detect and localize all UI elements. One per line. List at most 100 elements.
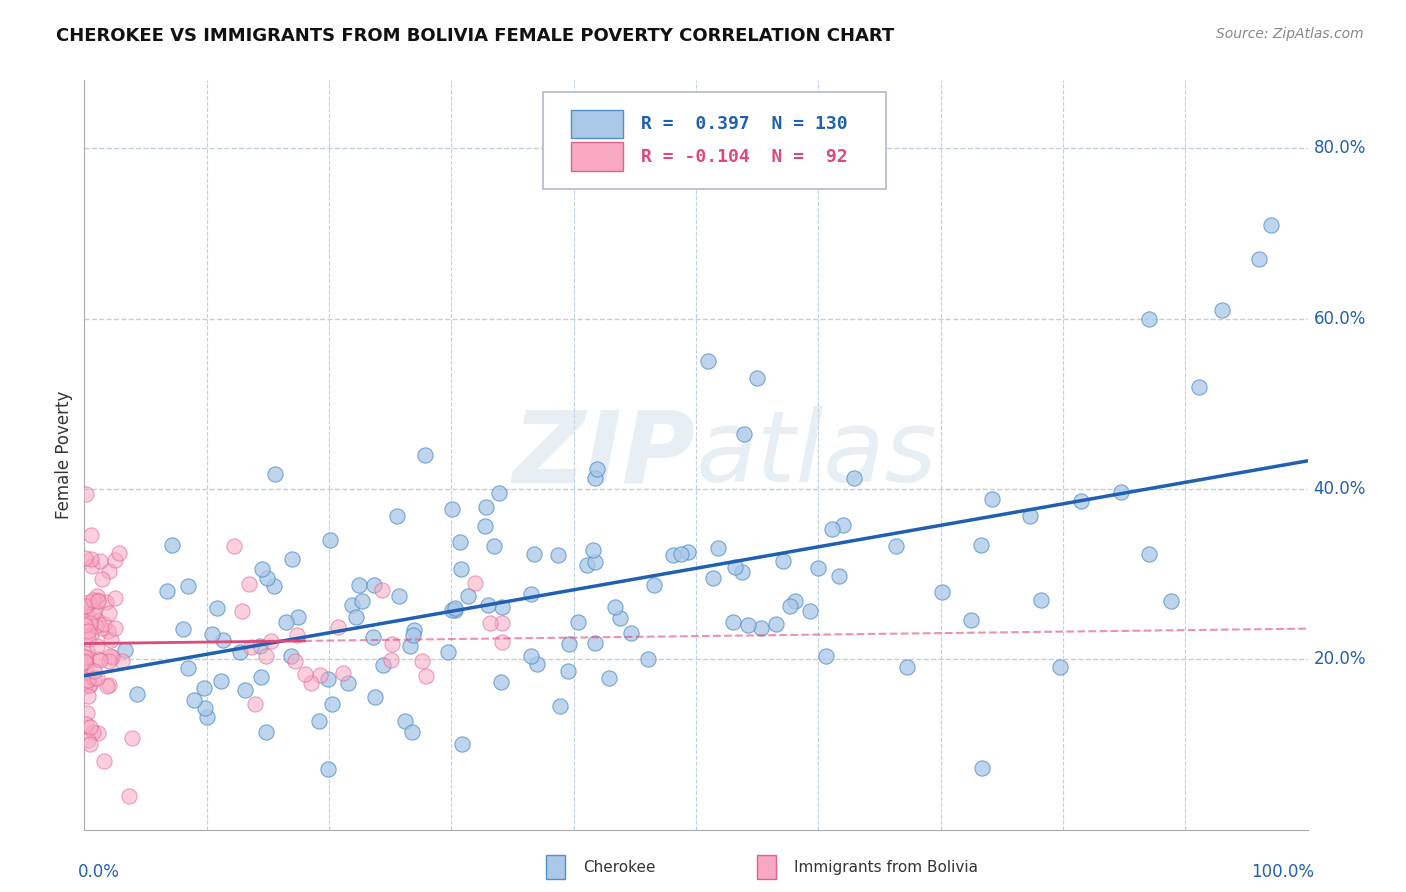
Point bbox=[371, 658, 394, 673]
Text: 100.0%: 100.0% bbox=[1251, 863, 1313, 881]
Point bbox=[284, 655, 307, 669]
Point bbox=[1109, 485, 1132, 500]
Point bbox=[970, 761, 993, 775]
Point bbox=[821, 522, 844, 536]
Bar bbox=[571, 110, 623, 138]
Point bbox=[229, 645, 252, 659]
Point bbox=[100, 650, 122, 665]
Point bbox=[231, 604, 253, 618]
Point bbox=[1019, 509, 1042, 524]
Point bbox=[177, 579, 200, 593]
Point bbox=[363, 577, 385, 591]
Point bbox=[733, 427, 755, 442]
Point bbox=[82, 725, 104, 739]
Point bbox=[222, 539, 245, 553]
Point bbox=[104, 553, 127, 567]
Text: R = -0.104  N =  92: R = -0.104 N = 92 bbox=[641, 148, 848, 166]
Point bbox=[609, 610, 631, 624]
Point bbox=[970, 538, 993, 552]
Point bbox=[960, 613, 983, 627]
Point bbox=[702, 571, 724, 585]
Point bbox=[97, 654, 120, 668]
Point bbox=[598, 671, 620, 685]
Point bbox=[252, 562, 274, 576]
Point bbox=[1211, 303, 1233, 318]
Point bbox=[83, 672, 105, 686]
Point bbox=[662, 549, 685, 563]
Point bbox=[254, 725, 277, 739]
Point bbox=[583, 636, 606, 650]
Point bbox=[402, 624, 425, 638]
Point bbox=[82, 558, 104, 573]
Point bbox=[98, 649, 121, 664]
Point bbox=[464, 575, 486, 590]
Point bbox=[332, 665, 354, 680]
Point bbox=[779, 599, 801, 613]
Text: 80.0%: 80.0% bbox=[1313, 139, 1367, 157]
Point bbox=[550, 698, 572, 713]
Point bbox=[751, 621, 773, 635]
Text: Immigrants from Bolivia: Immigrants from Bolivia bbox=[794, 860, 979, 874]
Point bbox=[1137, 311, 1160, 326]
Point bbox=[73, 654, 96, 668]
Point bbox=[245, 697, 267, 711]
Point bbox=[86, 671, 108, 685]
Text: Source: ZipAtlas.com: Source: ZipAtlas.com bbox=[1216, 27, 1364, 41]
Point bbox=[89, 653, 111, 667]
Point bbox=[73, 679, 96, 693]
Point bbox=[567, 615, 589, 630]
Point bbox=[75, 551, 97, 566]
Point bbox=[669, 547, 692, 561]
Point bbox=[557, 665, 579, 679]
Point bbox=[637, 652, 659, 666]
Point bbox=[401, 724, 423, 739]
Point bbox=[347, 577, 370, 591]
Point bbox=[482, 539, 505, 553]
Point bbox=[87, 614, 110, 628]
Point bbox=[526, 657, 548, 671]
Point bbox=[342, 598, 364, 612]
Point bbox=[697, 354, 720, 368]
Point bbox=[77, 624, 100, 638]
Point bbox=[477, 598, 499, 612]
Point bbox=[83, 604, 105, 618]
Bar bbox=[571, 143, 623, 171]
Text: 0.0%: 0.0% bbox=[79, 863, 120, 881]
Point bbox=[557, 636, 579, 650]
Point bbox=[381, 637, 404, 651]
Text: R =  0.397  N = 130: R = 0.397 N = 130 bbox=[641, 115, 848, 133]
Point bbox=[86, 640, 108, 654]
Point bbox=[479, 615, 502, 630]
Point bbox=[82, 593, 104, 607]
Point bbox=[398, 639, 420, 653]
Point bbox=[450, 562, 472, 576]
Point bbox=[264, 467, 287, 481]
Point bbox=[1070, 494, 1092, 508]
Point bbox=[156, 584, 179, 599]
Point bbox=[747, 371, 769, 385]
Point bbox=[76, 610, 98, 624]
Point bbox=[519, 649, 541, 664]
Point bbox=[287, 610, 309, 624]
Point bbox=[491, 634, 513, 648]
Point bbox=[104, 621, 127, 635]
Point bbox=[437, 645, 460, 659]
Point bbox=[93, 616, 115, 631]
Point bbox=[114, 642, 136, 657]
Point bbox=[260, 633, 283, 648]
Point bbox=[238, 577, 260, 591]
Point bbox=[82, 607, 104, 622]
Point bbox=[263, 579, 285, 593]
Point bbox=[79, 737, 101, 751]
Point bbox=[77, 732, 100, 747]
Point bbox=[1049, 659, 1071, 673]
Point bbox=[583, 555, 606, 569]
Point bbox=[520, 587, 543, 601]
Point bbox=[388, 589, 411, 603]
Point bbox=[981, 491, 1004, 506]
Point bbox=[97, 624, 120, 638]
Point bbox=[294, 666, 316, 681]
Point bbox=[707, 541, 730, 555]
Point bbox=[83, 665, 105, 679]
Point bbox=[127, 687, 149, 701]
